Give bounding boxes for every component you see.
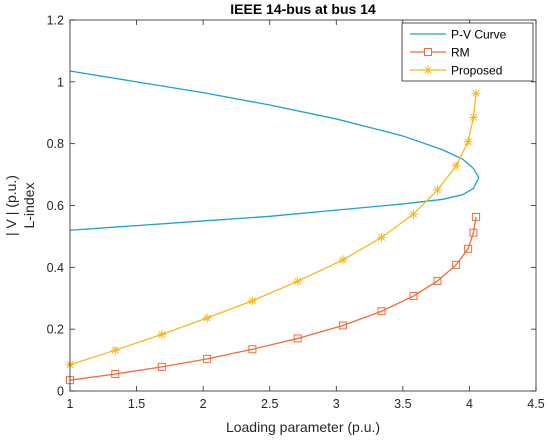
legend-item: P-V Curve [410, 28, 507, 42]
y-axis-label-lindex: L-index [21, 183, 37, 229]
proposed-point [409, 209, 419, 219]
rm-point [464, 244, 473, 253]
rm-point [338, 321, 347, 330]
y-axis-label-voltage: | V | (p.u.) [3, 175, 19, 236]
rm-point [409, 292, 418, 301]
rm-point [293, 334, 302, 343]
series-line-1 [69, 216, 477, 381]
x-tick-label: 3 [333, 397, 340, 411]
proposed-point [463, 137, 473, 147]
proposed-point [202, 313, 212, 323]
series-layer [65, 70, 481, 385]
proposed-point [157, 329, 167, 339]
x-tick-label: 1.5 [128, 397, 145, 411]
axes-layer: 1 1.5 2 2.5 3 3.5 4 4.5 0 0.2 0.4 0.6 0.8 1 1.2 [47, 14, 545, 412]
proposed-point [471, 88, 481, 98]
proposed-point [432, 185, 442, 195]
x-tick-label: 2 [200, 397, 207, 411]
y-tick-label: 0.2 [47, 323, 64, 337]
proposed-point [468, 112, 478, 122]
legend-label: RM [451, 46, 470, 60]
y-tick-label: 1 [57, 75, 64, 89]
legend-item: Proposed [410, 64, 502, 78]
rm-point [157, 362, 166, 371]
legend-label: P-V Curve [451, 28, 507, 42]
proposed-point [293, 276, 303, 286]
rm-point [203, 354, 212, 363]
legend-marker [424, 48, 432, 56]
x-tick-label: 3.5 [394, 397, 411, 411]
rm-point [377, 307, 386, 316]
rm-point [469, 228, 478, 237]
proposed-point [247, 296, 257, 306]
proposed-point [451, 161, 461, 171]
y-tick-label: 0.4 [47, 261, 64, 275]
legend-item: RM [410, 46, 470, 60]
chart-title: IEEE 14-bus at bus 14 [230, 1, 376, 17]
legend-label: Proposed [451, 64, 502, 78]
rm-point [452, 260, 461, 269]
rm-point [111, 369, 120, 378]
y-tick-label: 0.6 [47, 199, 64, 213]
x-tick-label: 1 [67, 397, 74, 411]
proposed-point [110, 345, 120, 355]
series-line-0 [69, 70, 480, 231]
y-tick-label: 1.2 [47, 14, 64, 28]
legend: P-V Curve RM Proposed [401, 22, 534, 82]
proposed-point [377, 232, 387, 242]
series-line-2 [69, 93, 477, 366]
y-tick-label: 0.8 [47, 137, 64, 151]
x-tick-label: 4 [466, 397, 473, 411]
plot-area [70, 20, 536, 391]
rm-point [472, 212, 481, 221]
rm-point [433, 276, 442, 285]
proposed-point [338, 255, 348, 265]
x-tick-label: 4.5 [527, 397, 544, 411]
legend-marker [423, 65, 433, 75]
rm-point [248, 345, 257, 354]
x-axis-label: Loading parameter (p.u.) [226, 419, 380, 435]
y-tick-label: 0 [57, 385, 64, 399]
x-tick-label: 2.5 [261, 397, 278, 411]
